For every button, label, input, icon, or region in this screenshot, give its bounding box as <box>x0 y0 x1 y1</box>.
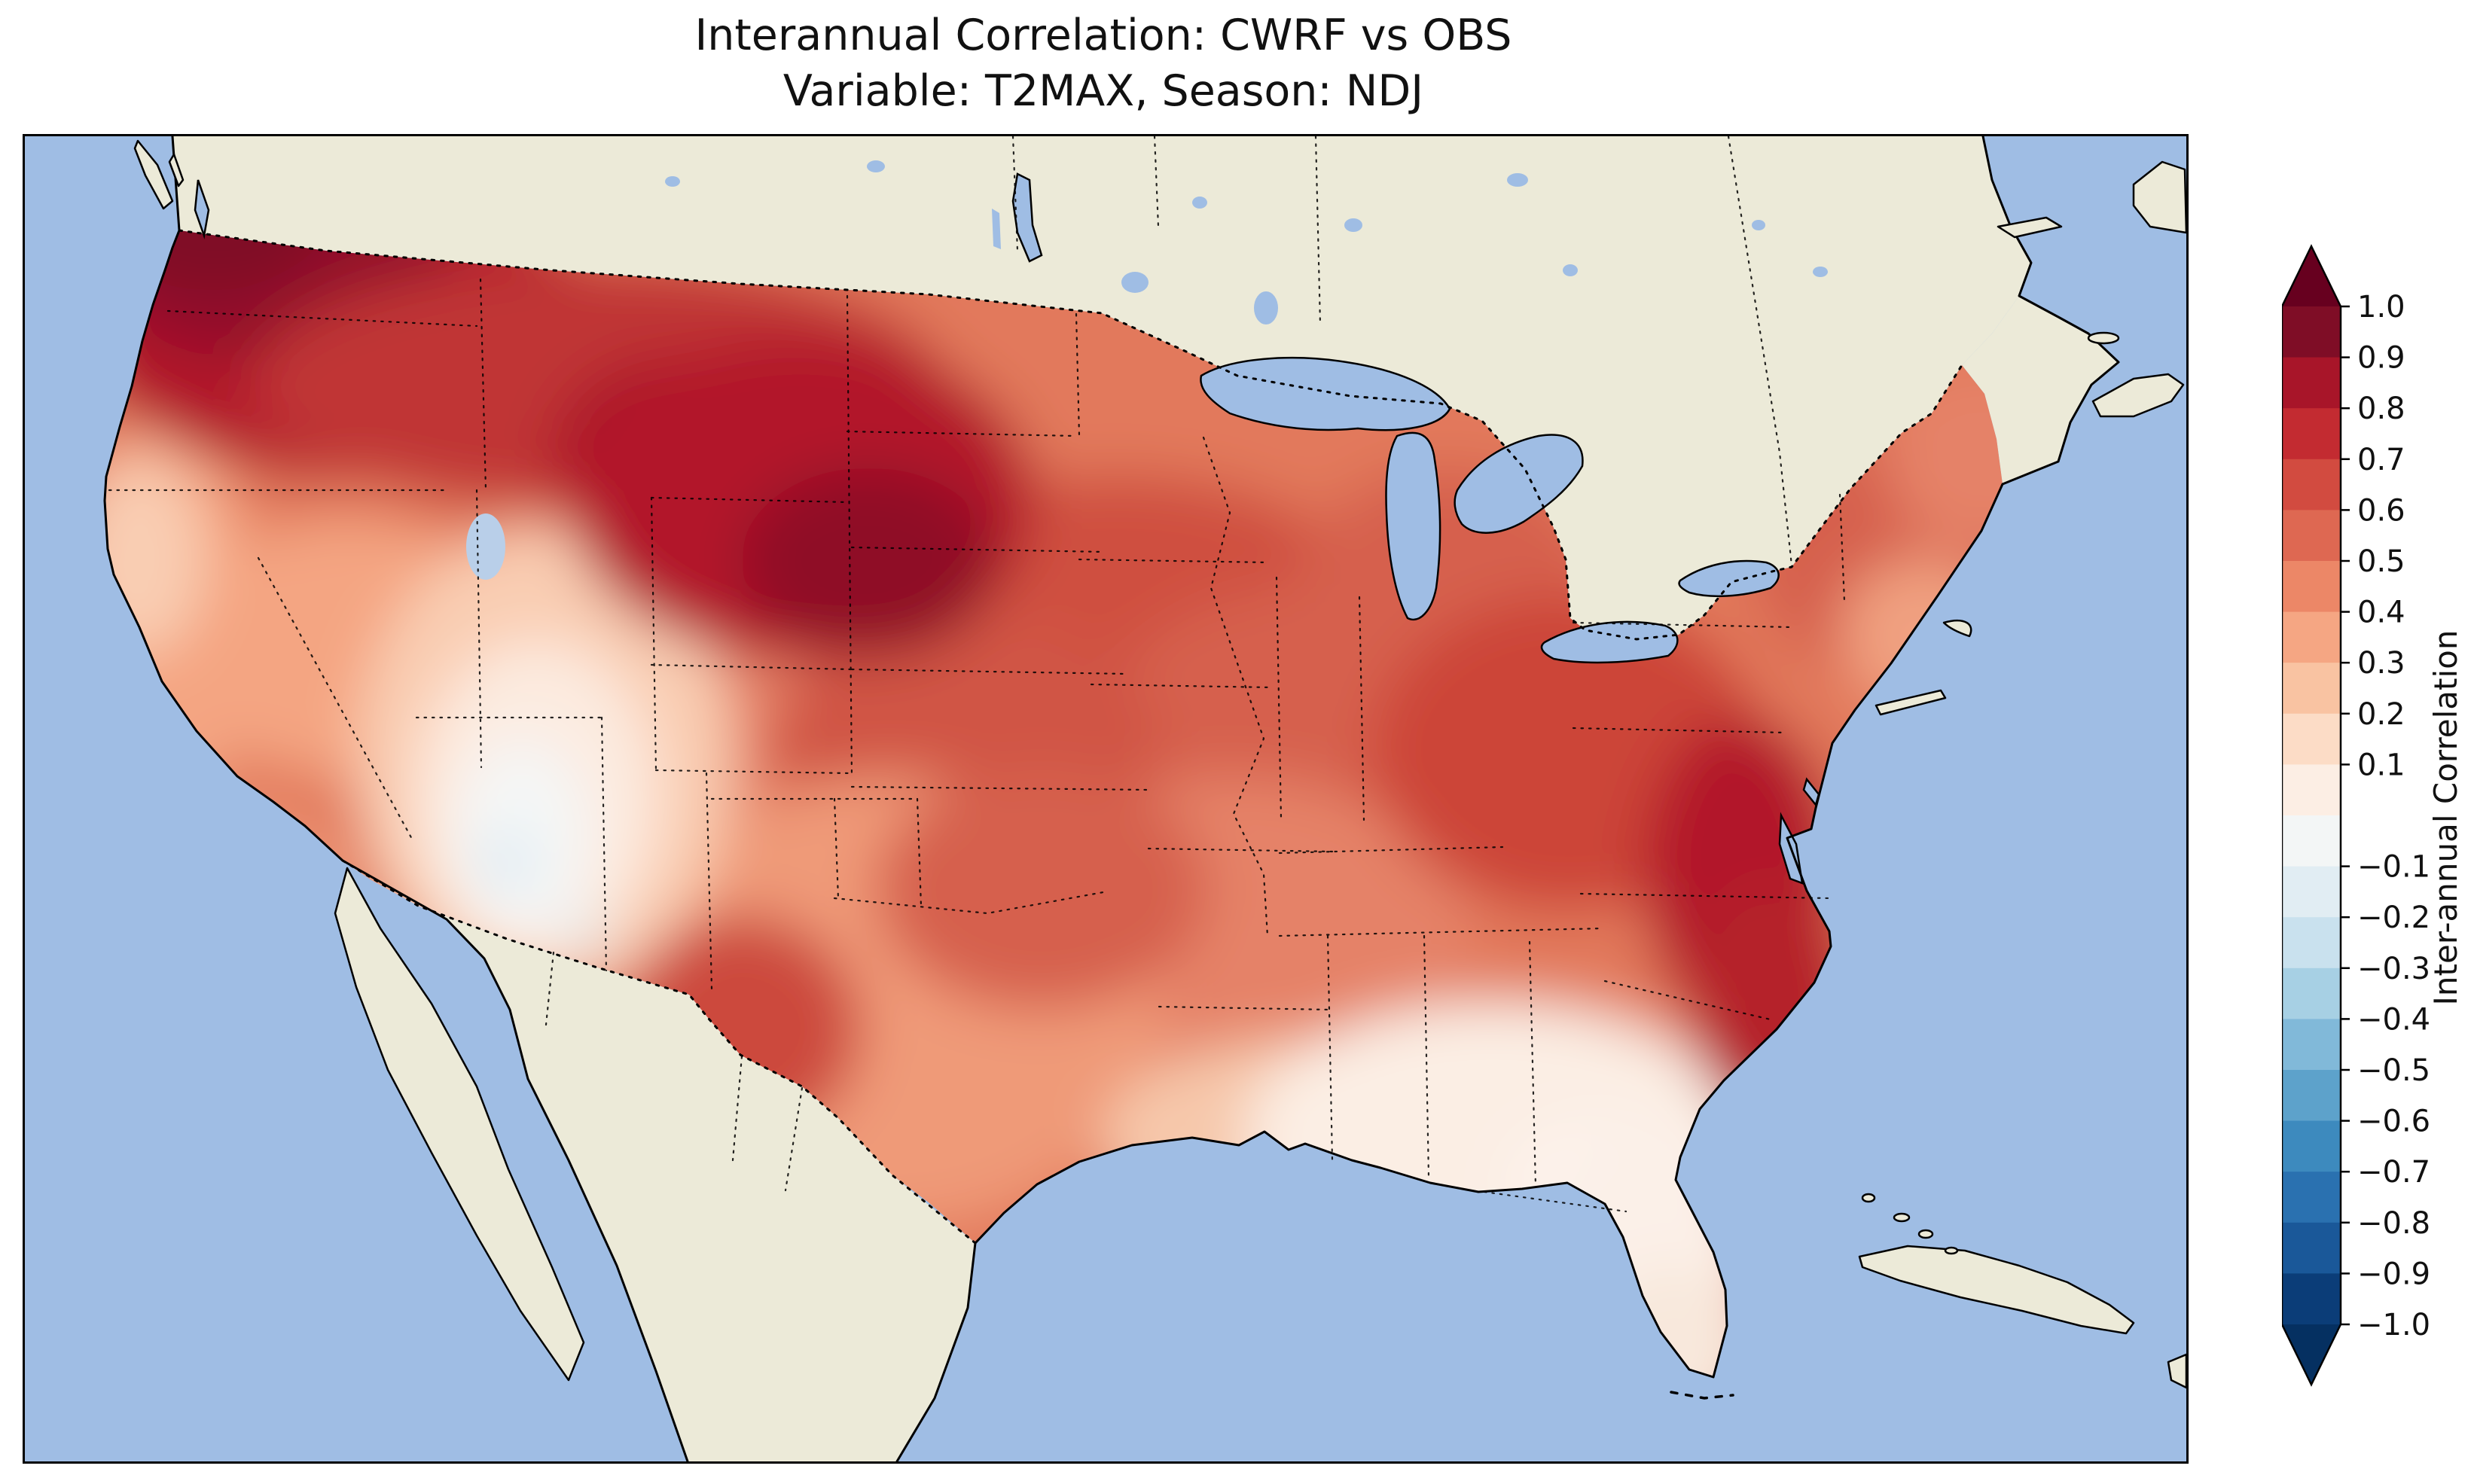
lake-erie <box>1540 620 1679 664</box>
bahamas-island <box>1861 1193 1876 1203</box>
colorbar-tick-label: −0.1 <box>2357 850 2430 885</box>
small-lake <box>1507 173 1528 187</box>
colorbar-bin <box>2282 561 2341 613</box>
colorbar-over-arrow <box>2282 246 2341 306</box>
nova-scotia <box>2091 373 2185 418</box>
puget-sound <box>194 179 210 239</box>
colorbar-tick-label: 0.4 <box>2357 596 2405 630</box>
colorbar-tick-label: −0.5 <box>2357 1053 2430 1088</box>
small-lake <box>1192 197 1207 209</box>
colorbar-bin <box>2282 967 2341 1020</box>
colorbar-tick-label: −0.8 <box>2357 1206 2430 1241</box>
colorbar-bins <box>2282 244 2342 1387</box>
lake-ontario <box>1678 559 1780 598</box>
pacific-coastline <box>103 136 689 1461</box>
small-lake <box>1344 218 1362 232</box>
colorbar-bin <box>2282 408 2341 460</box>
great-lakes <box>1200 356 1780 664</box>
colorbar-tick-label: 0.5 <box>2357 544 2405 579</box>
gulf-atlantic-coastline <box>895 136 2120 1461</box>
land-mexico <box>343 861 975 1461</box>
map-panel <box>23 134 2189 1464</box>
colorbar-bin <box>2282 510 2341 562</box>
cuba <box>1858 1245 2135 1335</box>
small-lake <box>1752 220 1765 230</box>
colorbar-bin <box>2282 663 2341 715</box>
colorbar-bin <box>2282 1172 2341 1223</box>
figure-subtitle: Variable: T2MAX, Season: NDJ <box>782 66 1424 117</box>
colorbar-tick-label: −0.9 <box>2357 1257 2430 1291</box>
colorbar-bin <box>2282 866 2341 919</box>
lake-superior <box>1200 356 1451 431</box>
colorbar-tick-label: −0.4 <box>2357 1002 2430 1037</box>
colorbar-bin <box>2282 1273 2341 1325</box>
colorbar-tick-label: 1.0 <box>2357 290 2405 325</box>
colorbar-tick-label: −0.3 <box>2357 952 2430 986</box>
anticosti-island <box>1997 216 2063 239</box>
colorbar-tick-label: −0.7 <box>2357 1155 2430 1190</box>
colorbar-tick-label: 0.8 <box>2357 392 2405 426</box>
colorbar-bin <box>2282 764 2341 816</box>
prince-edward-island <box>2087 331 2120 345</box>
colorbar-tick-label: 0.2 <box>2357 697 2405 732</box>
colorbar-bin <box>2282 1120 2341 1173</box>
colorbar-tick-label: 0.7 <box>2357 443 2405 477</box>
great-salt-lake <box>466 513 505 580</box>
lake-huron <box>1454 434 1584 534</box>
colorbar-tick-label: −0.2 <box>2357 900 2430 935</box>
small-lake <box>1563 264 1578 276</box>
colorbar-bin <box>2282 306 2341 358</box>
colorbar-ticks: 1.0 0.9 0.8 0.7 0.6 0.5 0.4 0.3 0.2 0.1 −0.1 −0.2 −0… <box>2341 290 2430 1342</box>
islands <box>133 139 2186 1400</box>
colorbar-label: Inter-annual Correlation <box>2427 629 2464 1006</box>
lake-winnipeg <box>1011 172 1043 263</box>
colorbar-bin <box>2282 611 2341 664</box>
colorbar-tick-label: 0.6 <box>2357 493 2405 528</box>
long-island <box>1875 689 1947 716</box>
colorbar-tick-label: 0.3 <box>2357 646 2405 681</box>
small-lake <box>1813 267 1828 277</box>
florida-keys <box>1670 1391 1734 1400</box>
coastal-islet <box>168 153 185 187</box>
figure-title: Interannual Correlation: CWRF vs OBS <box>694 11 1512 60</box>
colorbar-under-arrow <box>2282 1324 2341 1385</box>
colorbar: 1.0 0.9 0.8 0.7 0.6 0.5 0.4 0.3 0.2 0.1 −0.1 −0.2 −0… <box>2282 244 2430 1387</box>
hispaniola <box>2167 1353 2186 1389</box>
vancouver-island <box>133 139 174 210</box>
colorbar-bin <box>2282 459 2341 511</box>
colorbar-bin <box>2282 815 2341 867</box>
state-borders <box>108 136 1846 1213</box>
colorbar-tick-label: −1.0 <box>2357 1308 2430 1342</box>
colorbar-bin <box>2282 1019 2341 1071</box>
lake-nipigon <box>1254 291 1278 325</box>
colorbar-bin <box>2282 713 2341 766</box>
colorbar-bin <box>2282 1070 2341 1122</box>
lake-michigan <box>1385 431 1441 620</box>
bahamas-island <box>1917 1229 1934 1239</box>
colorbar-tick-label: −0.6 <box>2357 1105 2430 1139</box>
bahamas-island <box>1893 1212 1911 1223</box>
map-canvas <box>25 136 2186 1461</box>
colorbar-tick-label: 0.9 <box>2357 341 2405 376</box>
lake-of-the-woods <box>1121 272 1149 293</box>
figure-header: Interannual Correlation: CWRF vs OBS Var… <box>23 8 2184 119</box>
national-borders <box>178 229 1963 1245</box>
land-canada <box>172 136 2031 639</box>
land-new-brunswick <box>1962 296 2119 484</box>
cape-cod <box>1942 619 1972 638</box>
canadian-lakes <box>665 160 1828 325</box>
small-lake <box>867 160 885 172</box>
land-baja-california <box>334 867 585 1382</box>
colorbar-bin <box>2282 1222 2341 1275</box>
colorbar-bin <box>2282 357 2341 410</box>
colorbar-tick-label: 0.1 <box>2357 748 2405 782</box>
newfoundland <box>2132 160 2186 234</box>
lake-manitoba <box>992 209 1001 249</box>
colorbar-bin <box>2282 917 2341 969</box>
small-lake <box>665 176 680 187</box>
bahamas-island <box>1944 1246 1959 1255</box>
